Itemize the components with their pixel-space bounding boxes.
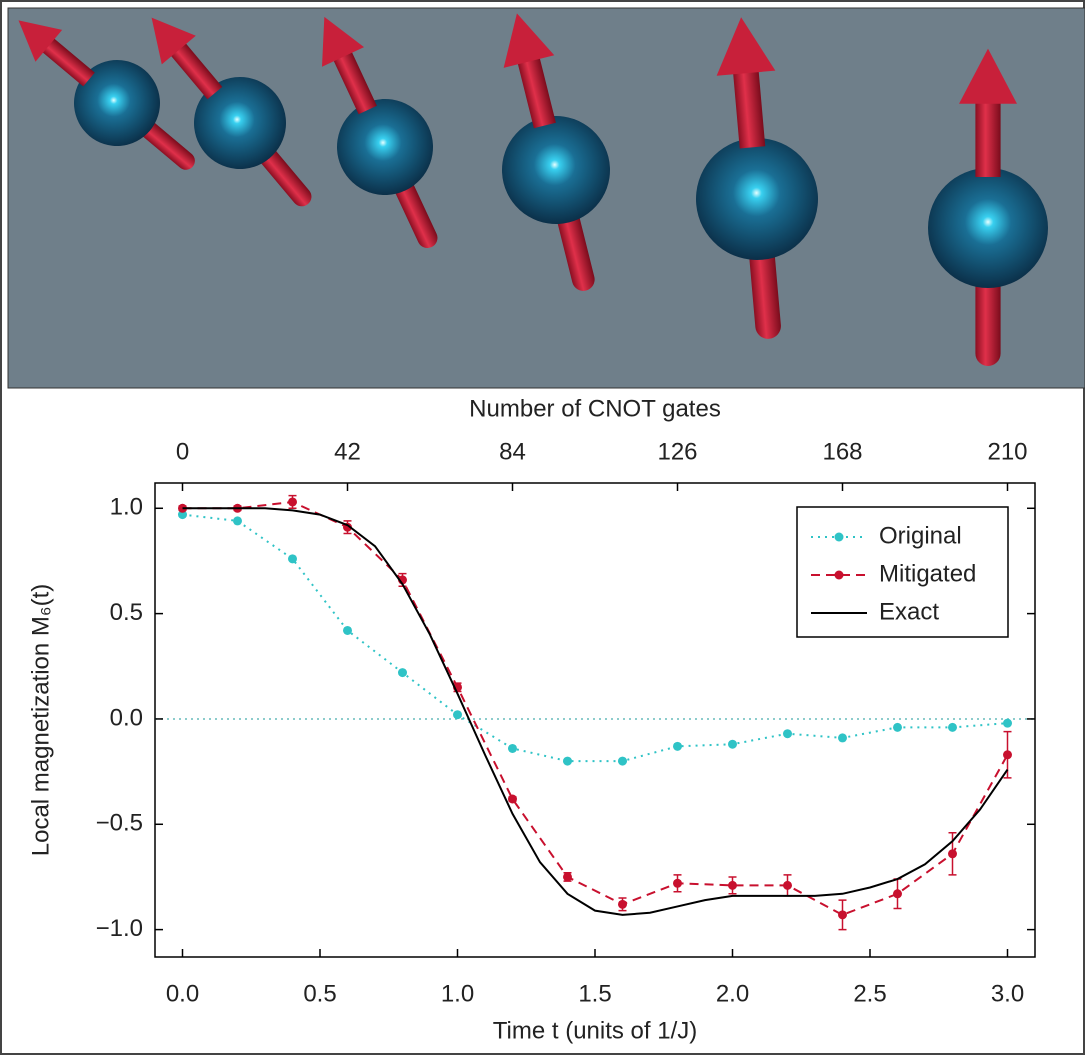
x2-axis-label: Number of CNOT gates <box>469 395 721 422</box>
legend-label: Exact <box>879 598 939 625</box>
data-point <box>508 744 517 753</box>
x2-tick-label: 210 <box>987 438 1027 465</box>
data-point <box>948 723 957 732</box>
figure: −1.0 −0.5 0.0 0.5 1.0 0.0 0.5 1.0 1.5 2.0 2.5 3.0 0 4… <box>0 0 1085 1055</box>
x-tick-label: 0.0 <box>166 980 199 1007</box>
data-point <box>1003 750 1012 759</box>
x-tick-label: 0.5 <box>303 980 336 1007</box>
x2-tick-label: 0 <box>176 438 189 465</box>
data-point <box>728 740 737 749</box>
sphere <box>928 168 1048 288</box>
legend-marker <box>835 571 844 580</box>
data-point <box>783 881 792 890</box>
data-point <box>453 710 462 719</box>
x2-tick-label: 42 <box>334 438 361 465</box>
x2-tick-label: 168 <box>822 438 862 465</box>
data-point <box>893 889 902 898</box>
data-point <box>398 668 407 677</box>
x-tick-label: 1.5 <box>578 980 611 1007</box>
plot: −1.0 −0.5 0.0 0.5 1.0 0.0 0.5 1.0 1.5 2.0 2.5 3.0 0 4… <box>27 395 1035 1044</box>
data-point <box>893 723 902 732</box>
legend-marker <box>835 533 844 542</box>
x-tick-label: 3.0 <box>991 980 1024 1007</box>
data-point <box>288 554 297 563</box>
y-tick-label: −1.0 <box>96 915 143 942</box>
data-point <box>563 757 572 766</box>
data-point <box>343 626 352 635</box>
data-point <box>563 872 572 881</box>
data-point <box>783 729 792 738</box>
y-tick-label: −0.5 <box>96 810 143 837</box>
data-point <box>673 742 682 751</box>
data-point <box>728 881 737 890</box>
y-axis-label: Local magnetization M₆(t) <box>27 584 54 856</box>
data-point <box>948 849 957 858</box>
x-axis-label: Time t (units of 1/J) <box>493 1017 698 1044</box>
x-tick-label: 2.5 <box>853 980 886 1007</box>
x2-tick-label: 126 <box>657 438 697 465</box>
data-point <box>233 516 242 525</box>
y-tick-label: 0.5 <box>110 599 143 626</box>
x2-tick-label: 84 <box>499 438 526 465</box>
data-point <box>618 900 627 909</box>
x-tick-label: 1.0 <box>441 980 474 1007</box>
x-tick-label: 2.0 <box>716 980 749 1007</box>
data-point <box>508 795 517 804</box>
y-tick-label: 1.0 <box>110 494 143 521</box>
legend-label: Original <box>879 522 962 549</box>
data-point <box>838 733 847 742</box>
data-point <box>838 910 847 919</box>
data-point <box>618 757 627 766</box>
data-point <box>288 497 297 506</box>
legend-label: Mitigated <box>879 560 976 587</box>
data-point <box>1003 719 1012 728</box>
data-point <box>673 879 682 888</box>
y-tick-label: 0.0 <box>110 704 143 731</box>
spin-shaft <box>975 97 1000 177</box>
